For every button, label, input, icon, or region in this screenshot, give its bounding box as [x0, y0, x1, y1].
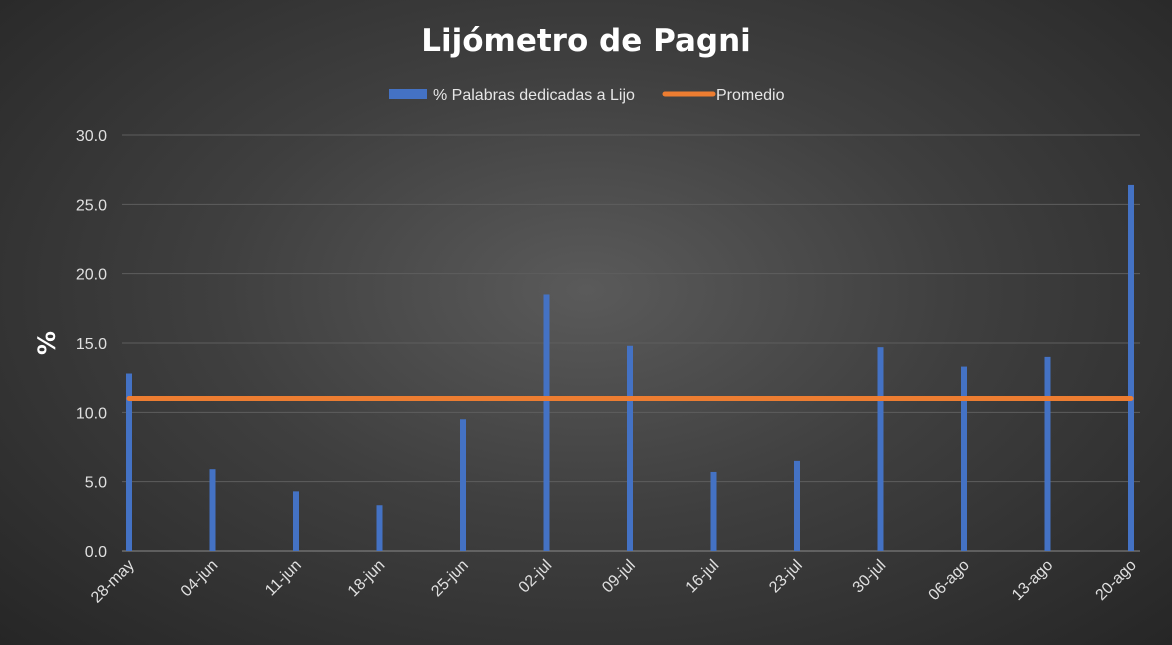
y-axis-label: % — [33, 331, 61, 355]
x-tick-label: 13-ago — [1009, 557, 1056, 604]
y-tick-label: 20.0 — [76, 267, 107, 284]
bar — [376, 505, 383, 551]
x-tick-label: 16-jul — [683, 557, 723, 597]
x-tick-label: 11-jun — [262, 557, 305, 600]
chart-title: Lijómetro de Pagni — [421, 23, 751, 59]
bar — [627, 345, 633, 551]
legend-label-bars: % Palabras dedicadas a Lijo — [433, 87, 635, 104]
x-tick-label: 06-ago — [926, 557, 973, 604]
legend-label-average: Promedio — [716, 87, 785, 104]
x-tick-labels: 28-may 04-jun 11-jun 18-jun 25-jun 02-jul 09-j… — [88, 557, 1140, 607]
bar — [126, 373, 132, 551]
y-tick-label: 10.0 — [76, 405, 107, 422]
x-tick-label: 25-jun — [428, 557, 471, 600]
y-tick-label: 30.0 — [76, 128, 107, 145]
x-tick-label: 23-jul — [766, 557, 806, 597]
bar — [460, 419, 466, 551]
legend-swatch-bars — [389, 89, 427, 99]
bar — [877, 347, 884, 551]
x-tick-label: 02-jul — [516, 557, 556, 597]
x-tick-label: 04-jun — [178, 557, 221, 600]
legend: % Palabras dedicadas a Lijo Promedio — [389, 87, 785, 104]
bar — [1044, 356, 1051, 551]
y-tick-label: 5.0 — [85, 475, 107, 492]
y-tick-label: 0.0 — [85, 544, 107, 561]
x-tick-label: 30-jul — [850, 557, 890, 597]
bars — [126, 184, 1134, 552]
bar — [293, 491, 299, 551]
bar — [961, 366, 967, 551]
y-tick-label: 15.0 — [76, 336, 107, 353]
bar — [209, 469, 216, 551]
y-tick-label: 25.0 — [76, 197, 107, 214]
x-tick-label: 18-jun — [345, 557, 388, 600]
bar — [543, 294, 550, 551]
bar — [710, 471, 717, 551]
x-tick-label: 20-ago — [1093, 557, 1140, 604]
x-tick-label: 28-may — [88, 557, 138, 607]
bar — [794, 460, 800, 551]
bar — [1128, 184, 1134, 552]
y-tick-labels: 0.0 5.0 10.0 15.0 20.0 25.0 30.0 — [76, 128, 107, 561]
x-tick-label: 09-jul — [599, 557, 639, 597]
